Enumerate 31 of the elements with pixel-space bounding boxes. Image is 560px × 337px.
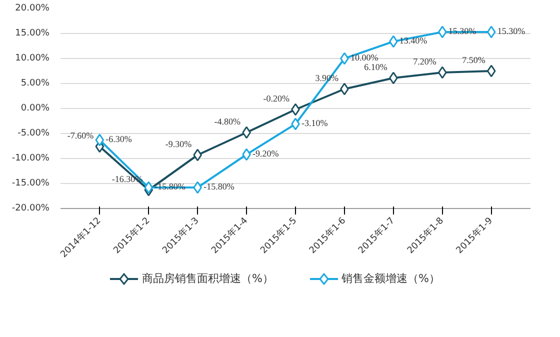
data-label: -7.60% xyxy=(67,130,94,140)
y-tick-label: 0.00% xyxy=(20,104,50,114)
data-label: 7.50% xyxy=(462,55,486,65)
point xyxy=(438,26,447,38)
data-label: -0.20% xyxy=(263,94,290,104)
y-tick-label: -10.00% xyxy=(12,154,50,164)
data-label: 13.40% xyxy=(399,36,428,46)
y-tick-label: -20.00% xyxy=(12,204,50,214)
data-label: 10.00% xyxy=(350,52,379,62)
point xyxy=(486,64,496,78)
data-label: -3.10% xyxy=(302,118,328,128)
data-label: -4.80% xyxy=(214,116,242,126)
y-tick-label: 5.00% xyxy=(20,78,50,88)
point xyxy=(144,181,154,194)
y-tick-label: -5.00% xyxy=(18,128,50,138)
point xyxy=(95,134,104,146)
point xyxy=(486,26,496,38)
data-label: -6.30% xyxy=(106,134,132,144)
point xyxy=(438,66,447,79)
y-tick-label: -15.00% xyxy=(12,178,50,188)
legend-label: 商品房销售面积增速（%） xyxy=(142,271,274,287)
data-label: -15.80% xyxy=(204,182,235,192)
data-label: 6.10% xyxy=(364,62,388,72)
y-tick-label: 10.00% xyxy=(15,54,50,64)
y-tick-label: 20.00% xyxy=(15,4,50,14)
y-tick-label: 15.00% xyxy=(15,28,50,38)
data-label: 15.30% xyxy=(497,26,526,36)
data-label: -9.30% xyxy=(165,139,192,149)
data-label: 7.20% xyxy=(413,56,437,66)
legend-label: 销售金额增速（%） xyxy=(342,271,440,287)
data-label: -9.20% xyxy=(252,148,280,158)
